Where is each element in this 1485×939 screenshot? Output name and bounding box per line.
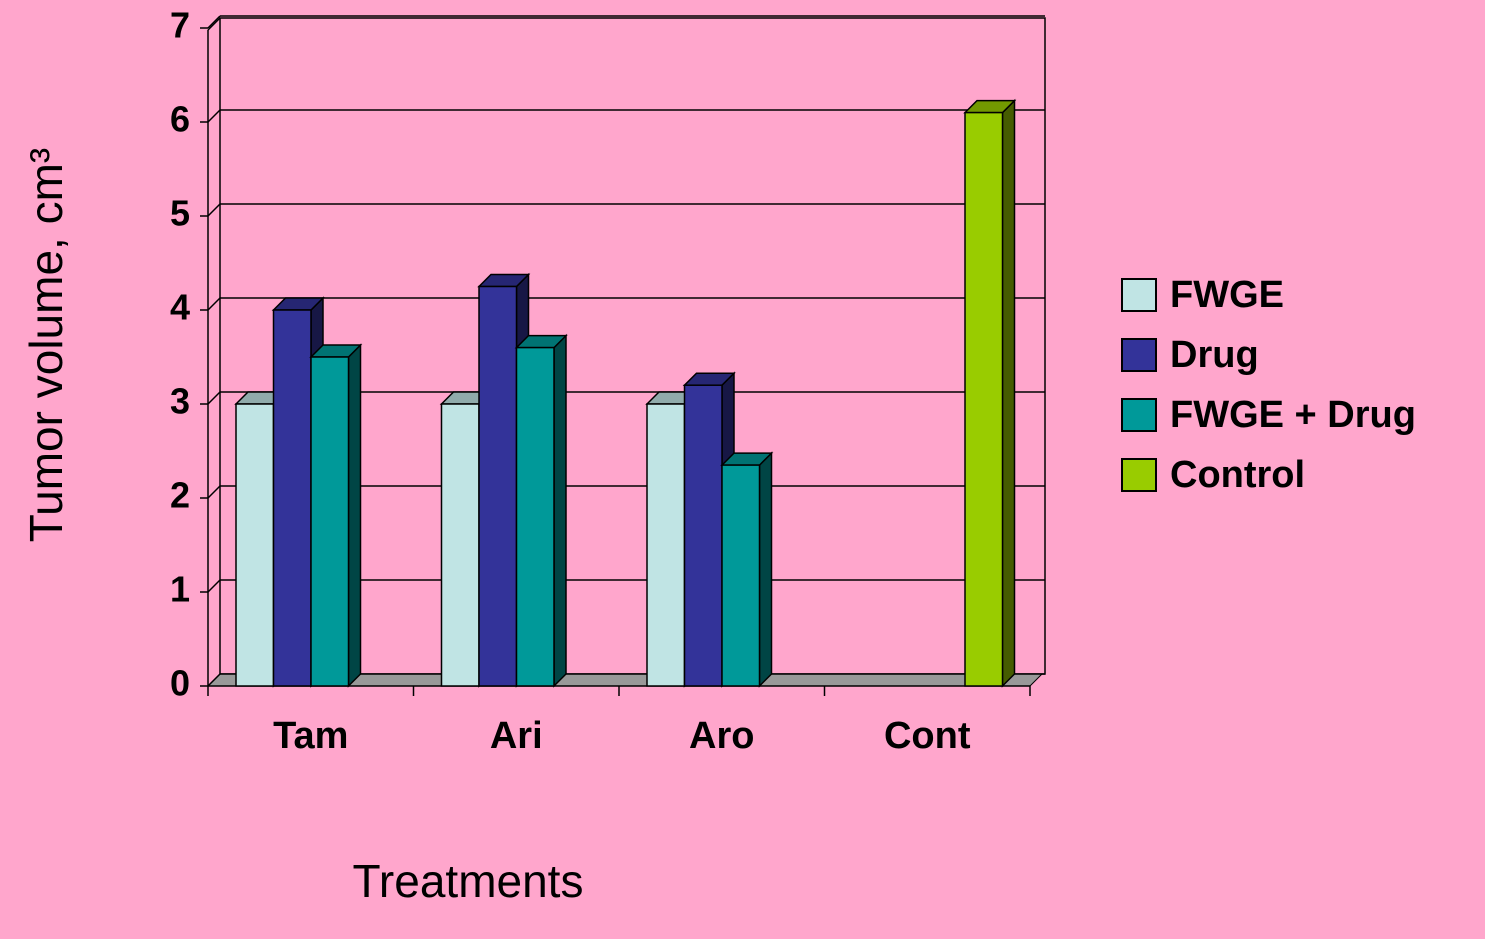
x-tick-label: Cont (884, 715, 971, 757)
bar (310, 356, 350, 687)
bar (309, 343, 363, 688)
grid-depth (207, 15, 221, 29)
grid-depth (207, 485, 221, 499)
legend-label: Control (1170, 454, 1305, 496)
y-axis-label: Tumor volume, cm³ (20, 148, 72, 542)
bar (478, 285, 518, 687)
bar (440, 403, 480, 687)
bar-side (1001, 98, 1016, 688)
bar-side (553, 333, 567, 688)
y-tick-label: 2 (170, 475, 190, 516)
y-tick-label: 1 (170, 569, 190, 610)
bar (721, 464, 761, 687)
y-tick-label: 5 (170, 193, 190, 234)
grid-depth (207, 203, 221, 217)
bar (646, 403, 686, 687)
legend-swatch (1121, 338, 1157, 372)
y-tick-label: 4 (170, 287, 190, 328)
bar (514, 333, 568, 688)
bar (720, 451, 774, 688)
bar (964, 111, 1004, 687)
x-tick-label: Tam (273, 715, 348, 757)
bar (235, 403, 275, 687)
x-axis-label: Treatments (353, 855, 584, 907)
bar (515, 346, 555, 687)
legend-label: FWGE (1170, 274, 1284, 316)
x-tick-label: Aro (689, 715, 754, 757)
y-axis-depth (207, 17, 221, 31)
y-tick-label: 6 (170, 99, 190, 140)
bar (963, 98, 1017, 688)
legend-swatch (1121, 278, 1157, 312)
bar-side (758, 451, 773, 688)
y-tick-label: 3 (170, 381, 190, 422)
bar-side (347, 343, 362, 688)
grid-depth (207, 109, 221, 123)
legend-swatch (1121, 458, 1157, 492)
grid-depth (207, 297, 221, 311)
grid-depth (207, 673, 221, 687)
y-tick-label: 7 (170, 5, 190, 46)
bar (272, 309, 312, 687)
grid-depth (207, 391, 221, 405)
bar (683, 384, 723, 687)
y-tick-label: 0 (170, 663, 190, 704)
legend-label: Drug (1170, 334, 1259, 376)
legend-label: FWGE + Drug (1170, 394, 1416, 436)
grid-depth (207, 579, 221, 593)
x-tick-label: Ari (490, 715, 543, 757)
legend-swatch (1121, 398, 1157, 432)
